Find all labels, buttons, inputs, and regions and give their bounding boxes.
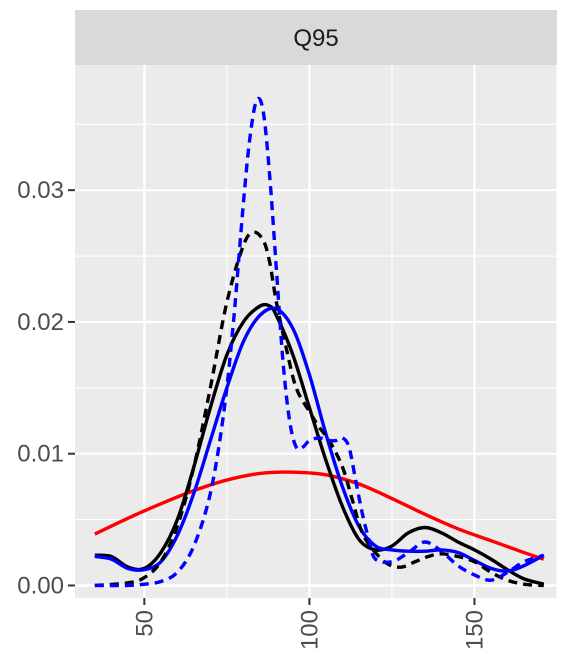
series-line-3 <box>94 306 545 573</box>
series-line-2 <box>94 302 545 586</box>
x-tick-label: 50 <box>131 610 158 637</box>
facet-strip <box>75 10 557 65</box>
y-tick-label: 0.02 <box>17 309 64 336</box>
y-axis: 0.00 0.01 0.02 0.03 <box>17 177 75 599</box>
x-tick-label: 150 <box>461 610 488 650</box>
series-line-4 <box>94 230 544 588</box>
series-line-1 <box>94 470 545 561</box>
minor-grid <box>75 65 558 598</box>
x-axis: 50 100 150 <box>131 598 488 650</box>
y-tick-label: 0.03 <box>17 177 64 204</box>
series-line-5 <box>94 96 545 588</box>
y-tick-label: 0.00 <box>17 572 64 599</box>
major-grid <box>75 65 557 598</box>
facet-strip-label: Q95 <box>293 25 338 52</box>
series-lines <box>94 96 545 588</box>
x-tick-label: 100 <box>296 610 323 650</box>
y-tick-label: 0.01 <box>17 441 64 468</box>
panel-background <box>75 65 557 598</box>
